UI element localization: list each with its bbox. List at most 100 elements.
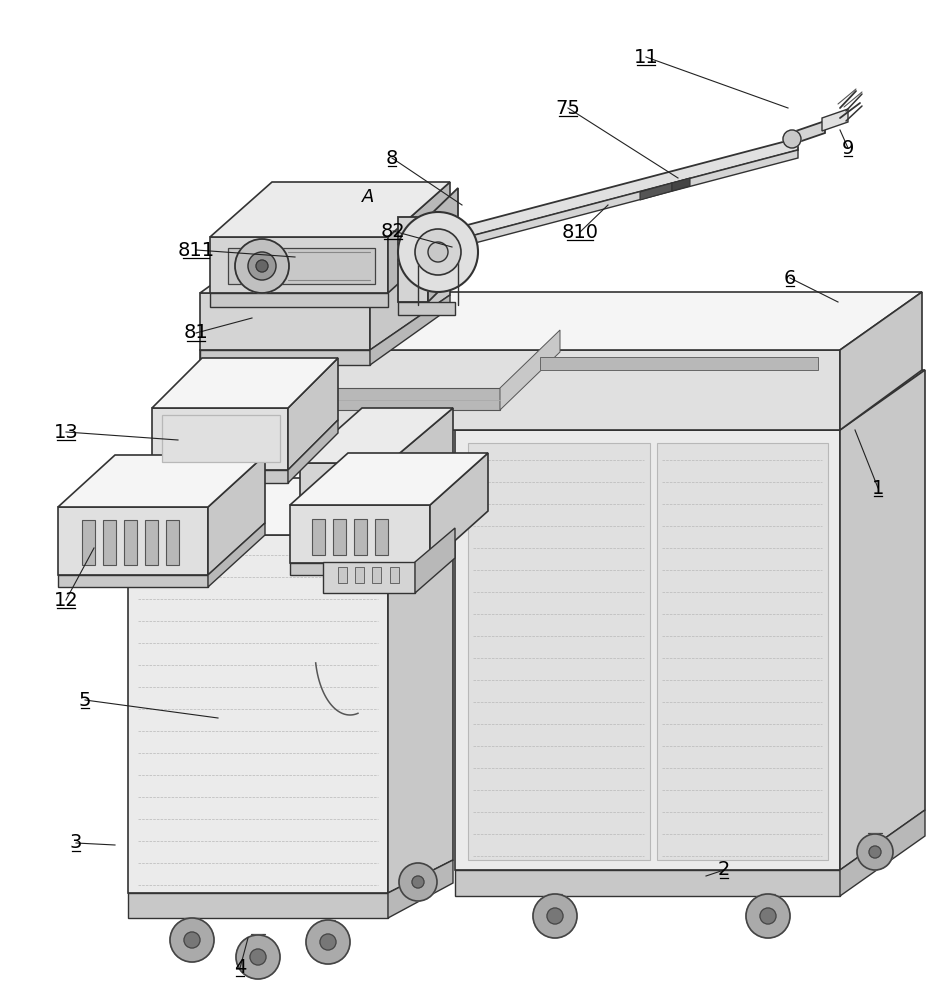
Circle shape	[236, 935, 279, 979]
Circle shape	[305, 920, 350, 964]
Text: A: A	[361, 188, 374, 206]
Polygon shape	[123, 520, 136, 565]
Polygon shape	[152, 358, 338, 408]
Polygon shape	[455, 370, 924, 430]
Polygon shape	[161, 415, 279, 462]
Polygon shape	[455, 870, 839, 896]
Polygon shape	[214, 388, 499, 410]
Polygon shape	[388, 408, 453, 535]
Polygon shape	[369, 237, 449, 350]
Circle shape	[170, 918, 213, 962]
Polygon shape	[200, 350, 839, 430]
Text: 8: 8	[385, 149, 398, 168]
Polygon shape	[656, 443, 827, 860]
Polygon shape	[152, 470, 288, 483]
Polygon shape	[397, 217, 428, 302]
Circle shape	[319, 934, 336, 950]
Circle shape	[868, 846, 880, 858]
Circle shape	[547, 908, 562, 924]
Text: 12: 12	[54, 590, 78, 609]
Polygon shape	[821, 109, 847, 131]
Polygon shape	[390, 567, 398, 583]
Polygon shape	[288, 358, 338, 470]
Polygon shape	[58, 575, 208, 587]
Polygon shape	[456, 138, 797, 240]
Polygon shape	[200, 292, 921, 350]
Circle shape	[184, 932, 200, 948]
Circle shape	[397, 212, 478, 292]
Polygon shape	[323, 562, 415, 593]
Polygon shape	[388, 182, 449, 293]
Circle shape	[248, 252, 276, 280]
Polygon shape	[388, 478, 453, 893]
Polygon shape	[839, 810, 924, 896]
Text: 81: 81	[184, 324, 208, 342]
Polygon shape	[208, 523, 264, 587]
Text: 82: 82	[380, 222, 405, 241]
Polygon shape	[415, 528, 455, 593]
Circle shape	[428, 242, 447, 262]
Polygon shape	[210, 237, 388, 293]
Polygon shape	[200, 237, 449, 293]
Text: 6: 6	[783, 268, 795, 288]
Polygon shape	[290, 563, 430, 575]
Polygon shape	[430, 453, 487, 563]
Text: 810: 810	[561, 223, 598, 242]
Circle shape	[415, 229, 460, 275]
Polygon shape	[58, 455, 264, 507]
Polygon shape	[290, 505, 430, 563]
Polygon shape	[388, 860, 453, 918]
Polygon shape	[375, 519, 388, 555]
Circle shape	[411, 876, 423, 888]
Polygon shape	[332, 519, 345, 555]
Polygon shape	[639, 183, 671, 200]
Text: 11: 11	[633, 48, 658, 67]
Polygon shape	[103, 520, 116, 565]
Polygon shape	[58, 507, 208, 575]
Polygon shape	[499, 330, 560, 410]
Text: 5: 5	[79, 690, 91, 710]
Text: 811: 811	[177, 240, 214, 259]
Polygon shape	[839, 370, 924, 870]
Polygon shape	[539, 357, 818, 370]
Text: 2: 2	[717, 860, 729, 880]
Polygon shape	[839, 292, 921, 430]
Polygon shape	[455, 430, 839, 870]
Polygon shape	[354, 567, 364, 583]
Polygon shape	[200, 350, 369, 365]
Circle shape	[745, 894, 789, 938]
Circle shape	[533, 894, 576, 938]
Text: 9: 9	[841, 139, 853, 158]
Polygon shape	[338, 567, 347, 583]
Polygon shape	[300, 463, 388, 535]
Text: 3: 3	[70, 833, 82, 852]
Text: 75: 75	[555, 99, 580, 118]
Circle shape	[250, 949, 265, 965]
Polygon shape	[456, 150, 797, 248]
Polygon shape	[397, 302, 455, 315]
Text: 1: 1	[870, 479, 883, 497]
Polygon shape	[210, 293, 388, 307]
Polygon shape	[128, 535, 388, 893]
Text: 13: 13	[54, 422, 78, 442]
Polygon shape	[166, 520, 179, 565]
Polygon shape	[128, 478, 453, 535]
Polygon shape	[290, 453, 487, 505]
Polygon shape	[288, 420, 338, 483]
Circle shape	[256, 260, 267, 272]
Polygon shape	[369, 295, 449, 365]
Polygon shape	[208, 455, 264, 575]
Circle shape	[398, 863, 436, 901]
Polygon shape	[354, 519, 367, 555]
Circle shape	[856, 834, 892, 870]
Polygon shape	[671, 178, 690, 191]
Circle shape	[759, 908, 775, 924]
Polygon shape	[312, 519, 325, 555]
Polygon shape	[227, 248, 375, 284]
Polygon shape	[789, 121, 824, 145]
Circle shape	[782, 130, 800, 148]
Text: 4: 4	[234, 958, 246, 977]
Polygon shape	[210, 182, 449, 237]
Polygon shape	[300, 408, 453, 463]
Polygon shape	[128, 893, 388, 918]
